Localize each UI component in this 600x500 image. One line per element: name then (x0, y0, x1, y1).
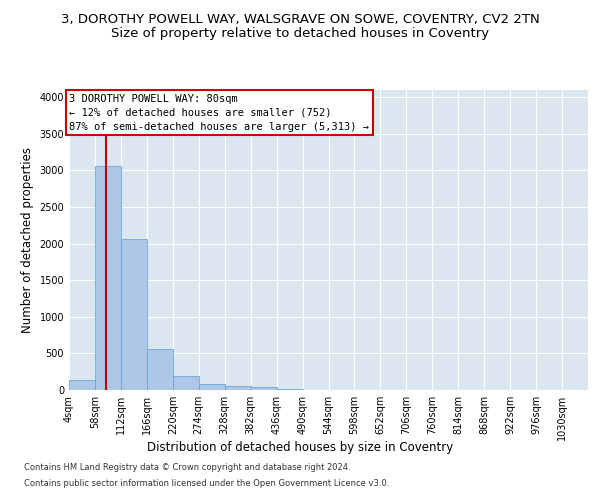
Bar (69, 380, 95, 390)
Bar (251, 387, 277, 390)
Bar (95, 166, 121, 390)
Text: Contains HM Land Registry data © Crown copyright and database right 2024.: Contains HM Land Registry data © Crown c… (24, 464, 350, 472)
Text: Size of property relative to detached houses in Coventry: Size of property relative to detached ho… (111, 28, 489, 40)
Text: Distribution of detached houses by size in Coventry: Distribution of detached houses by size … (147, 441, 453, 454)
Bar (173, 376, 199, 390)
Bar (147, 349, 173, 390)
Text: 3, DOROTHY POWELL WAY, WALSGRAVE ON SOWE, COVENTRY, CV2 2TN: 3, DOROTHY POWELL WAY, WALSGRAVE ON SOWE… (61, 12, 539, 26)
Text: Contains public sector information licensed under the Open Government Licence v3: Contains public sector information licen… (24, 478, 389, 488)
Bar (121, 240, 147, 390)
Y-axis label: Number of detached properties: Number of detached properties (21, 147, 34, 333)
Text: 3 DOROTHY POWELL WAY: 80sqm
← 12% of detached houses are smaller (752)
87% of se: 3 DOROTHY POWELL WAY: 80sqm ← 12% of det… (70, 94, 370, 132)
Bar (199, 384, 224, 390)
Bar (225, 386, 251, 390)
